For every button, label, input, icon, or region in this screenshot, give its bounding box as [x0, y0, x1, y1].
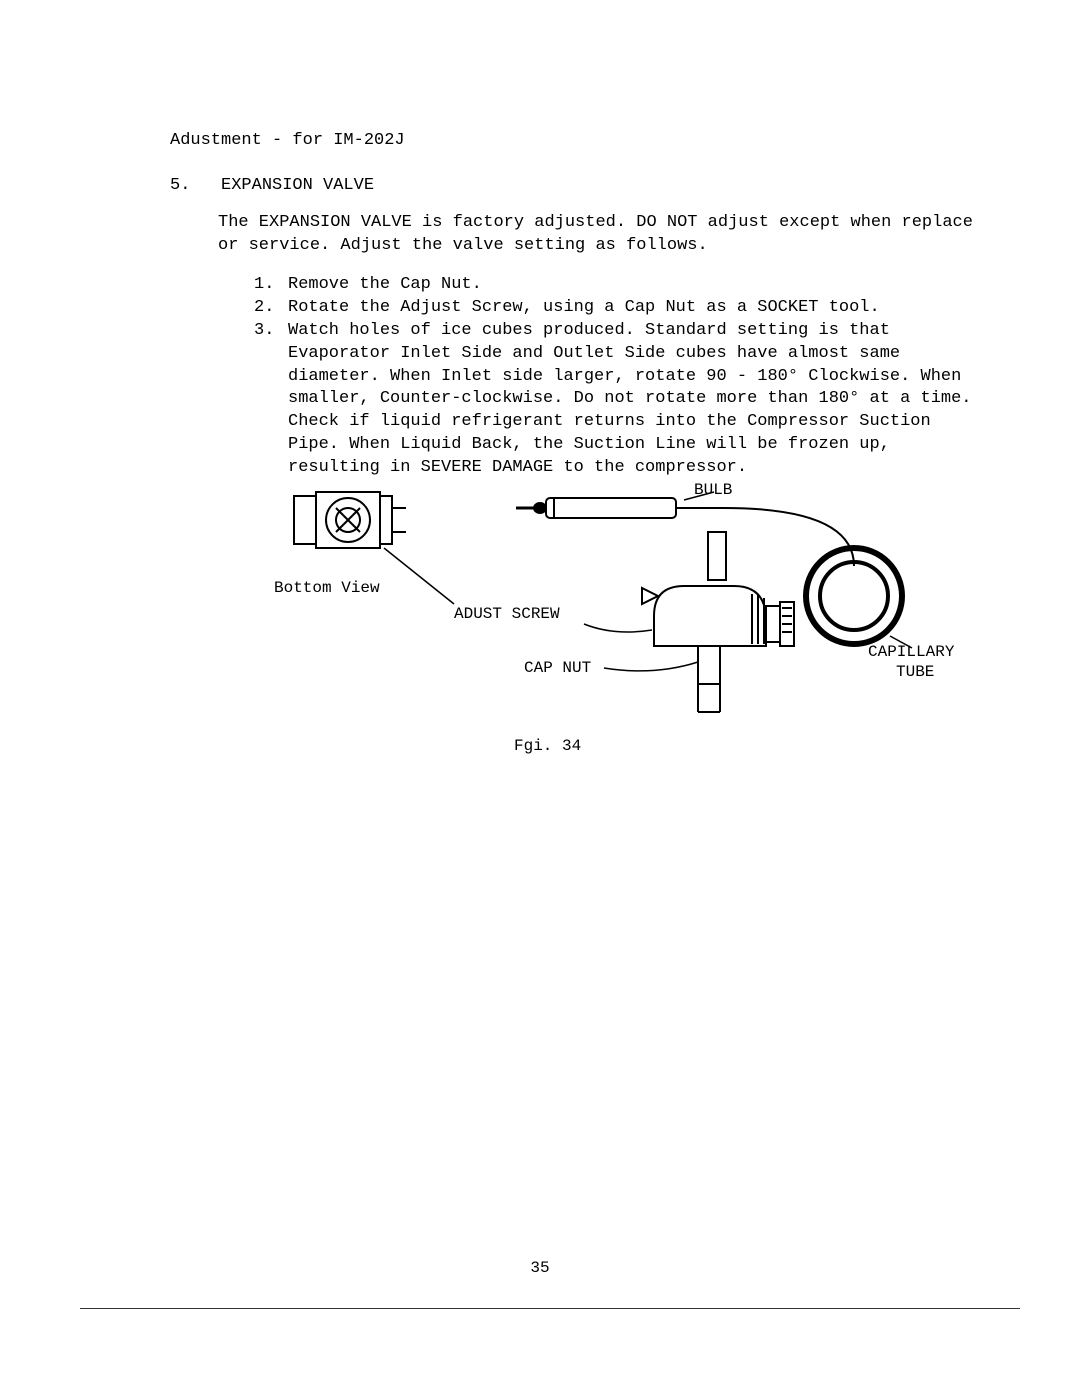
label-capillary: CAPILLARY	[868, 642, 954, 664]
adjustment-heading: Adustment - for IM-202J	[170, 130, 980, 153]
figure-34: Bottom View ADUST SCREW CAP NUT BULB CAP…	[254, 486, 980, 766]
expansion-valve-diagram	[254, 486, 934, 766]
list-item: 1. Remove the Cap Nut.	[254, 274, 980, 297]
label-tube: TUBE	[896, 662, 934, 684]
figure-caption: Fgi. 34	[514, 736, 581, 758]
label-bulb: BULB	[694, 480, 732, 502]
footer-rule	[80, 1308, 1020, 1309]
section-title: EXPANSION VALVE	[221, 176, 374, 195]
page: Adustment - for IM-202J 5. EXPANSION VAL…	[0, 0, 1080, 826]
step-number: 2.	[254, 297, 288, 320]
step-number: 1.	[254, 274, 288, 297]
step-text: Remove the Cap Nut.	[288, 274, 980, 297]
label-adjust-screw: ADUST SCREW	[454, 604, 560, 626]
label-cap-nut: CAP NUT	[524, 658, 591, 680]
label-bottom-view: Bottom View	[274, 578, 380, 600]
intro-paragraph: The EXPANSION VALVE is factory adjusted.…	[218, 212, 980, 258]
step-text: Rotate the Adjust Screw, using a Cap Nut…	[288, 297, 980, 320]
list-item: 2. Rotate the Adjust Screw, using a Cap …	[254, 297, 980, 320]
section-title-row: 5. EXPANSION VALVE	[170, 175, 980, 198]
step-number: 3.	[254, 320, 288, 343]
page-number: 35	[0, 1259, 1080, 1277]
step-text: Watch holes of ice cubes produced. Stand…	[288, 320, 980, 481]
list-item: 3. Watch holes of ice cubes produced. St…	[254, 320, 980, 481]
steps-list: 1. Remove the Cap Nut. 2. Rotate the Adj…	[254, 274, 980, 480]
section-number: 5.	[170, 176, 190, 195]
